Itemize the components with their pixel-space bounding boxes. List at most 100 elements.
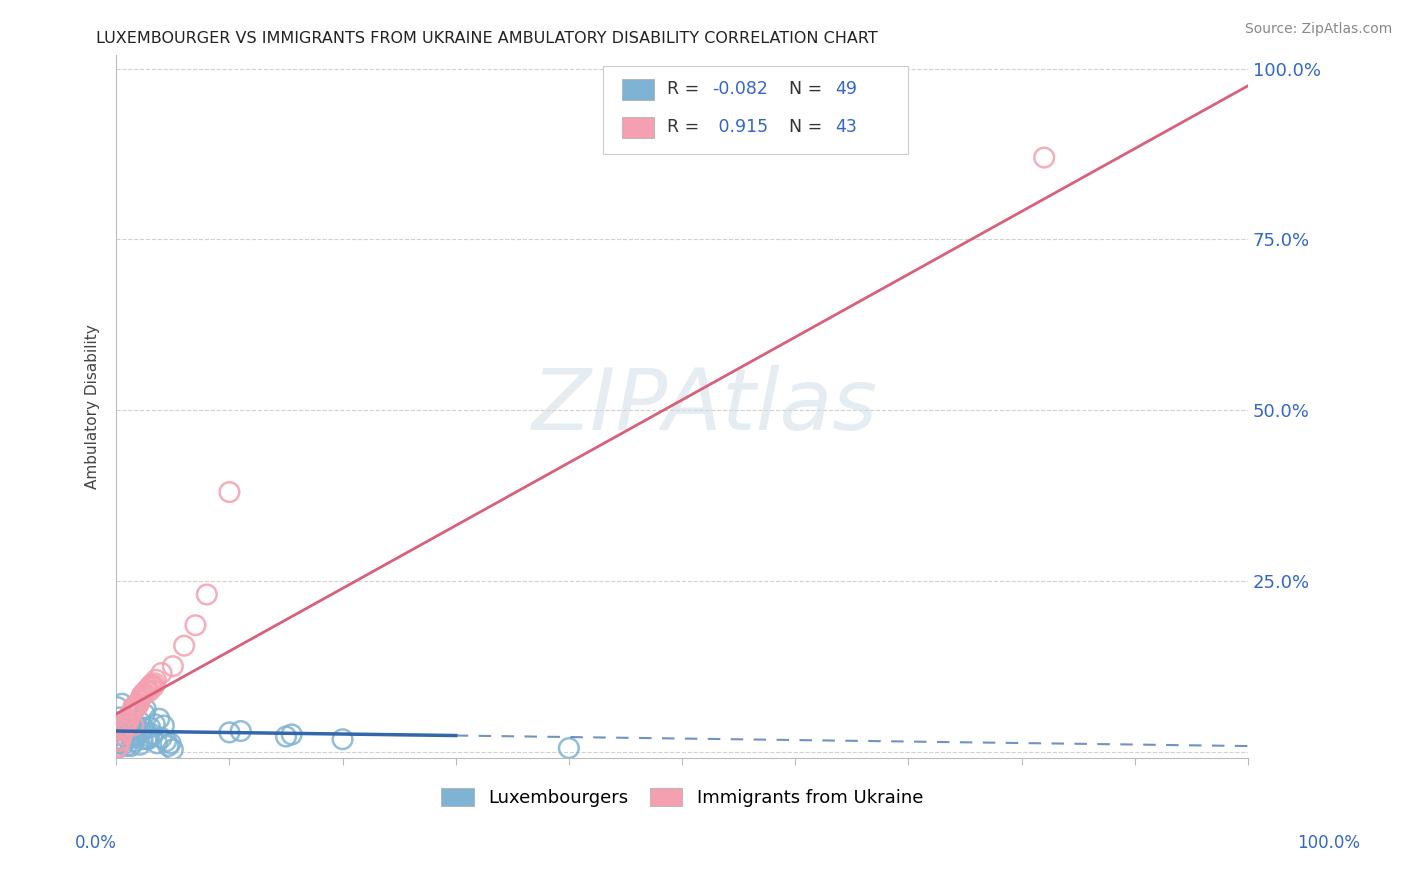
Text: R =: R = xyxy=(668,119,704,136)
Point xyxy=(280,727,302,741)
Point xyxy=(121,731,143,745)
Point xyxy=(112,738,135,752)
Point xyxy=(157,739,180,753)
Point xyxy=(135,683,157,698)
Point xyxy=(135,732,157,747)
Point xyxy=(128,714,150,728)
Text: 0.0%: 0.0% xyxy=(75,834,117,852)
Text: 43: 43 xyxy=(835,119,856,136)
Point xyxy=(118,717,141,731)
Point xyxy=(136,732,159,747)
Point xyxy=(107,739,129,753)
Point xyxy=(274,730,297,744)
Point xyxy=(135,684,157,698)
Point xyxy=(124,723,146,737)
Text: N =: N = xyxy=(779,80,828,98)
Point xyxy=(107,736,129,750)
Point xyxy=(110,732,132,747)
Text: LUXEMBOURGER VS IMMIGRANTS FROM UKRAINE AMBULATORY DISABILITY CORRELATION CHART: LUXEMBOURGER VS IMMIGRANTS FROM UKRAINE … xyxy=(96,31,877,46)
Point xyxy=(558,741,581,756)
Point xyxy=(131,689,153,703)
Point xyxy=(115,714,138,728)
Point xyxy=(129,738,152,752)
Point xyxy=(111,727,134,741)
Point xyxy=(111,697,134,711)
Point xyxy=(122,718,145,732)
FancyBboxPatch shape xyxy=(621,117,654,138)
Point xyxy=(129,693,152,707)
Point xyxy=(141,677,163,691)
Point xyxy=(150,665,173,680)
Point xyxy=(142,680,165,694)
Point xyxy=(108,710,131,724)
Point xyxy=(139,721,162,735)
Point xyxy=(112,721,135,735)
Point xyxy=(332,732,354,747)
Point xyxy=(132,686,155,700)
Legend: Luxembourgers, Immigrants from Ukraine: Luxembourgers, Immigrants from Ukraine xyxy=(432,779,932,816)
Point xyxy=(118,724,141,739)
Text: 0.915: 0.915 xyxy=(713,119,768,136)
FancyBboxPatch shape xyxy=(603,66,908,153)
Point xyxy=(218,485,240,500)
Point xyxy=(148,712,170,726)
Point xyxy=(129,724,152,739)
Point xyxy=(138,730,160,744)
Point xyxy=(150,731,173,745)
Y-axis label: Ambulatory Disability: Ambulatory Disability xyxy=(86,325,100,489)
Point xyxy=(108,734,131,748)
Text: N =: N = xyxy=(779,119,828,136)
Point xyxy=(121,705,143,719)
Point xyxy=(122,718,145,732)
Text: 49: 49 xyxy=(835,80,856,98)
Point xyxy=(117,715,139,730)
Point xyxy=(132,721,155,735)
Point xyxy=(159,736,181,750)
Point xyxy=(107,741,129,756)
FancyBboxPatch shape xyxy=(621,78,654,100)
Point xyxy=(145,673,167,687)
Point xyxy=(139,680,162,694)
Point xyxy=(124,702,146,716)
Point xyxy=(124,698,146,712)
Point xyxy=(136,681,159,696)
Point xyxy=(112,724,135,739)
Point xyxy=(117,725,139,739)
Point xyxy=(218,725,240,739)
Point xyxy=(146,736,169,750)
Point xyxy=(107,700,129,714)
Point xyxy=(141,677,163,691)
Point xyxy=(129,690,152,704)
Point xyxy=(127,727,149,741)
Text: Source: ZipAtlas.com: Source: ZipAtlas.com xyxy=(1244,22,1392,37)
Point xyxy=(143,717,166,731)
Point xyxy=(143,676,166,690)
Point xyxy=(124,734,146,748)
Point xyxy=(141,727,163,741)
Point xyxy=(162,742,184,756)
Point xyxy=(195,587,218,601)
Point xyxy=(162,659,184,673)
Point xyxy=(138,684,160,698)
Point xyxy=(118,706,141,721)
Point xyxy=(112,730,135,744)
Point xyxy=(184,618,207,632)
Point xyxy=(122,700,145,714)
Text: 100.0%: 100.0% xyxy=(1298,834,1360,852)
Point xyxy=(111,727,134,741)
Point xyxy=(173,639,195,653)
Point xyxy=(135,702,157,716)
Point xyxy=(114,718,136,732)
Point xyxy=(118,712,141,726)
Point xyxy=(155,734,177,748)
Point xyxy=(152,718,174,732)
Point xyxy=(125,700,148,714)
Point xyxy=(134,706,156,721)
Point xyxy=(1033,151,1056,165)
Point xyxy=(134,686,156,700)
Point xyxy=(229,724,252,739)
Point xyxy=(115,739,138,753)
Text: -0.082: -0.082 xyxy=(713,80,769,98)
Point xyxy=(125,730,148,744)
Point xyxy=(107,741,129,756)
